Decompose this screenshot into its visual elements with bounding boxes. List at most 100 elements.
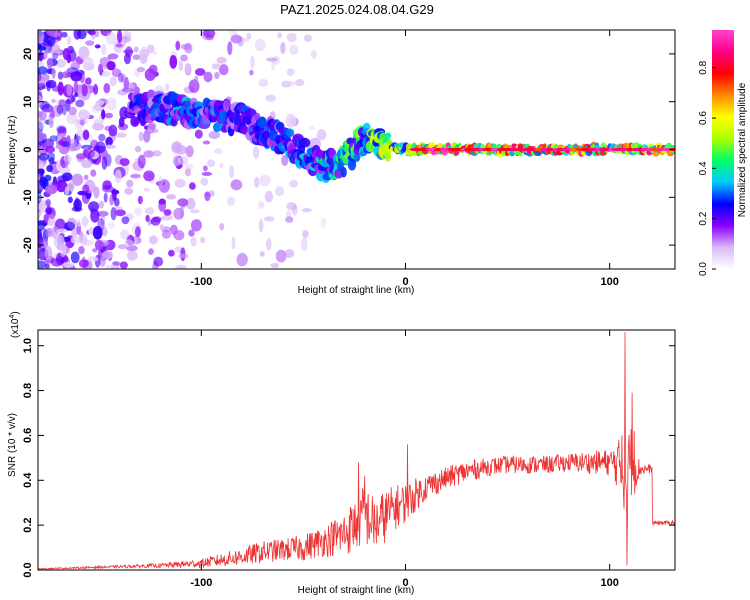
spectrogram-noise-blob [266,57,278,62]
spectrogram-core-blob [656,147,665,152]
spectrogram-ridge-blob [244,108,257,118]
spectrogram-noise-blob [149,235,158,245]
spectrogram-noise-blob [219,162,224,168]
spectrogram-ytick-label: 0 [22,146,34,152]
spectrogram-noise-blob [121,216,130,225]
spectrogram-noise-blob [286,68,295,76]
spectrogram-noise-blob [100,213,106,226]
spectrogram-noise-blob [51,67,56,79]
spectrogram-ridge-blob [133,118,140,126]
spectrogram-noise-blob [62,104,67,116]
spectrogram-noise-blob [94,239,104,251]
spectrogram-ridge-blob [387,139,392,146]
spectrogram-ridge-blob [347,159,357,171]
spectrogram-noise-blob [302,229,309,239]
spectrogram-noise-blob [92,248,98,253]
spectrogram-noise-blob [43,107,53,113]
spectrogram-noise-blob [227,196,235,206]
spectrogram-noise-blob [124,239,134,247]
spectrogram-noise-blob [101,226,108,237]
spectrogram-noise-blob [108,124,118,137]
spectrogram-noise-blob [82,129,90,141]
spectrogram-noise-blob [137,195,143,205]
spectrogram-noise-blob [104,112,114,119]
spectrogram-noise-blob [66,35,72,45]
spectrogram-noise-blob [188,79,200,93]
spectrogram-noise-blob [174,178,186,188]
spectrogram-noise-blob [227,41,233,56]
snr-scale-exponent: 4 [9,315,16,319]
spectrogram-noise-blob [125,31,132,40]
spectrogram-noise-blob [90,208,100,223]
spectrogram-noise-blob [64,186,69,196]
spectrogram-noise-blob [236,252,248,267]
spectrogram-noise-blob [77,118,88,125]
spectrogram-noise-blob [284,81,296,87]
spectrogram-noise-blob [148,248,154,255]
spectrogram-noise-blob [81,159,93,169]
spectrogram-noise-blob [65,98,71,112]
spectrogram-noise-blob [43,213,49,223]
spectrogram-noise-blob [66,67,79,75]
spectrogram-ridge-blob [213,121,223,132]
spectrogram-noise-blob [49,135,58,142]
spectrogram-noise-blob [38,152,50,161]
spectrogram-noise-blob [103,83,111,94]
spectrogram-noise-blob [259,251,265,257]
spectrogram-noise-blob [159,224,164,231]
spectrogram-noise-blob [107,221,116,230]
spectrogram-noise-blob [45,199,51,207]
spectrogram-noise-blob [102,250,114,259]
spectrogram-noise-blob [85,40,95,46]
spectrogram-noise-blob [254,38,266,52]
spectrogram-ridge-blob [340,167,347,178]
spectrogram-noise-blob [58,99,66,107]
spectrogram-noise-blob [117,72,124,83]
spectrogram-noise-blob [133,46,139,53]
spectrogram-noise-blob [194,75,199,83]
spectrogram-noise-blob [265,238,272,251]
spectrogram-noise-blob [75,219,81,227]
spectrogram-noise-blob [78,259,89,268]
spectrogram-noise-blob [38,36,43,43]
spectrogram-noise-blob [62,48,70,60]
spectrogram-noise-blob [171,140,183,154]
spectrogram-noise-blob [286,32,297,43]
snr-scale-note: (x104) [9,311,21,338]
spectrogram-noise-blob [281,154,289,167]
snr-ytick-label: 0.4 [22,472,34,488]
spectrogram-noise-blob [143,125,149,130]
spectrogram-marks [38,30,675,269]
spectrogram-noise-blob [250,55,255,69]
spectrogram-noise-blob [56,228,68,233]
spectrogram-noise-blob [259,174,271,187]
spectrogram-noise-blob [274,186,285,197]
spectrogram-noise-blob [178,60,183,72]
spectrogram-noise-blob [180,54,188,62]
spectrogram-noise-blob [46,30,56,36]
spectrogram-noise-blob [39,110,47,121]
spectrogram-noise-blob [38,173,41,178]
spectrogram-noise-blob [177,198,189,207]
spectrogram-noise-blob [80,144,93,150]
spectrogram-noise-blob [123,76,129,91]
spectrogram-noise-blob [219,222,225,231]
spectrogram-noise-blob [71,227,78,238]
spectrogram-noise-blob [161,214,173,221]
spectrogram-noise-blob [117,30,123,43]
spectrogram-noise-blob [209,189,215,196]
spectrogram-noise-blob [289,179,299,188]
spectrogram-noise-blob [44,145,56,153]
spectrogram-noise-blob [101,109,106,120]
colorbar-ticks: 0.0 0.2 0.4 0.6 0.8 [698,60,716,276]
spectrogram-noise-blob [93,83,99,95]
spectrogram-noise-blob [98,200,105,209]
spectrogram-noise-blob [130,173,141,179]
spectrogram-noise-blob [194,68,206,76]
spectrogram-noise-blob [88,201,100,212]
spectrogram-noise-blob [85,77,92,85]
spectrogram-noise-blob [73,198,82,212]
spectrogram-noise-blob [79,233,88,246]
spectrogram-noise-blob [185,62,191,74]
